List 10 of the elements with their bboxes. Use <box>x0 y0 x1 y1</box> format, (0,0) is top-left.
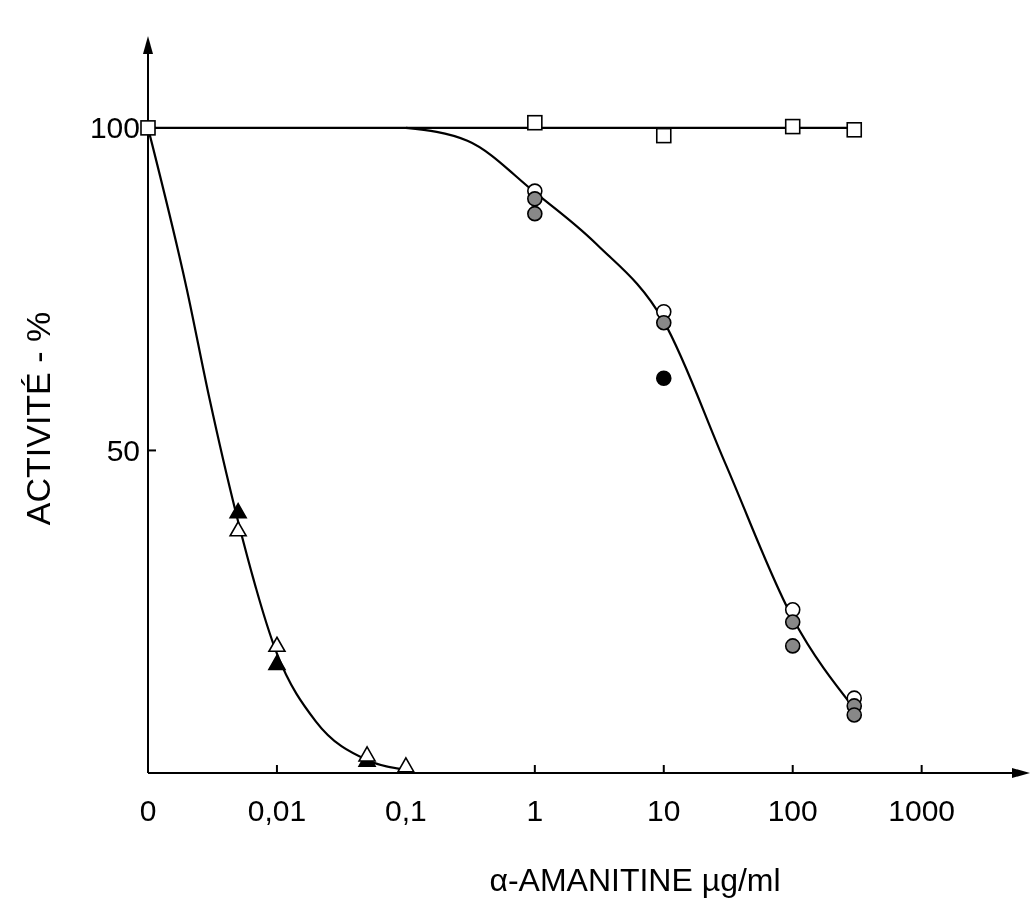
x-tick-label: 0 <box>139 794 157 827</box>
x-tick-label: 1000 <box>888 794 956 827</box>
x-tick-label: 0,1 <box>385 794 427 827</box>
x-tick-label: 0,01 <box>247 794 307 827</box>
y-tick-label: 50 <box>106 433 140 467</box>
x-axis-title: α-AMANITINE µg/ml <box>489 862 781 898</box>
x-tick-label: 10 <box>647 794 681 827</box>
x-tick-label: 1 <box>526 794 544 827</box>
y-axis-title: ACTIVITÉ - % <box>19 311 57 526</box>
x-tick-label: 100 <box>767 794 818 827</box>
